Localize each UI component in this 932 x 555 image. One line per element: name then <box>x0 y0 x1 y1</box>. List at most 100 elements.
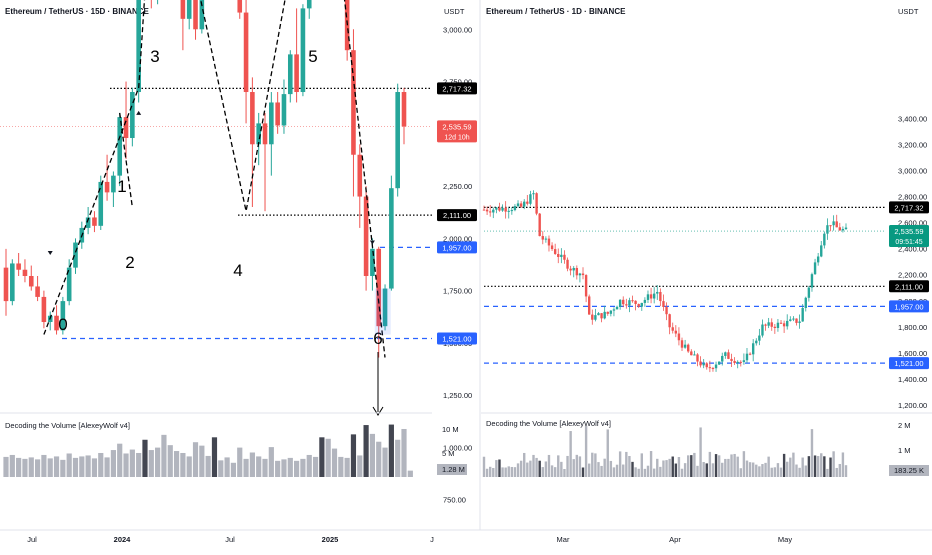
right-x-tick-label: Apr <box>669 535 681 544</box>
right-time-axis[interactable]: Mar Apr May <box>557 535 793 544</box>
left-candle-body <box>357 154 363 197</box>
right-volume-bar <box>841 452 845 477</box>
right-candle-body <box>516 203 520 207</box>
left-wave-annotations: 0 1 2 3 4 5 6 <box>43 0 391 416</box>
left-volume-bar <box>117 443 123 477</box>
right-candle-body <box>606 311 609 314</box>
left-volume-bar <box>155 447 161 477</box>
right-candle-body <box>510 210 514 212</box>
right-candle-body <box>708 367 712 369</box>
right-candle-body <box>578 273 582 276</box>
left-y-tick-label: 750.00 <box>443 496 466 505</box>
left-candle-body <box>382 288 388 327</box>
right-candle-body <box>724 352 727 356</box>
right-candle-body <box>776 322 780 329</box>
right-volume-bar <box>492 467 495 477</box>
right-candle-body <box>677 333 681 341</box>
right-candle-body <box>745 353 749 361</box>
right-volume-bar <box>646 465 650 477</box>
right-candle-body <box>804 297 807 309</box>
right-candle-body <box>733 360 736 364</box>
left-volume-bar <box>129 449 135 477</box>
right-volume-bar <box>634 467 637 477</box>
right-candle-body <box>693 354 696 356</box>
right-volume-bar <box>804 465 807 477</box>
wave-label-6: 6 <box>373 329 382 348</box>
left-volume-last-tag <box>437 464 467 475</box>
right-candle-body <box>755 340 758 344</box>
right-candle-body <box>640 302 643 307</box>
left-candle-body <box>243 12 249 93</box>
right-candle-body <box>547 238 551 246</box>
wave-zigzag <box>43 0 386 358</box>
left-volume-bar <box>407 470 413 477</box>
left-volume-label: Decoding the Volume [AlexeyWolf v4] <box>5 421 130 430</box>
left-candle-body <box>92 217 97 226</box>
bottom-zone-highlight <box>374 288 391 335</box>
right-volume-bar <box>553 467 557 477</box>
right-candle-body <box>637 304 640 307</box>
left-candle-body <box>250 92 255 145</box>
left-volume-bar <box>268 447 274 477</box>
right-candle-body <box>575 267 579 276</box>
right-volume-bar <box>758 466 761 477</box>
left-volume-bar <box>306 454 312 477</box>
left-volume-bar <box>319 437 325 477</box>
right-volume-bar <box>529 460 532 477</box>
left-chart-title[interactable]: Ethereum / TetherUS · 15D · BINANCE <box>5 7 150 16</box>
right-candle-body <box>504 207 507 212</box>
left-volume-bar <box>66 453 72 477</box>
left-volume-bar <box>325 438 331 477</box>
wave-label-1: 1 <box>117 177 126 196</box>
right-volume-bar <box>541 467 544 477</box>
right-candle-body <box>767 322 770 326</box>
wave-label-3: 3 <box>150 47 159 66</box>
wave-label-5: 5 <box>308 47 317 66</box>
left-volume-bar <box>395 439 401 477</box>
left-volume-bar <box>123 453 129 477</box>
right-volume-last-tag <box>889 465 929 476</box>
left-candle-body <box>370 248 375 277</box>
right-candle-body <box>690 351 693 356</box>
right-candle-body <box>680 340 684 348</box>
right-candle-body <box>687 344 690 352</box>
right-candle-body <box>584 275 588 297</box>
left-volume-bar <box>47 458 53 477</box>
right-candle-body <box>674 330 678 334</box>
right-volume-bar <box>733 453 736 477</box>
signal-marker <box>136 110 142 115</box>
left-volume-bar <box>180 452 186 477</box>
right-volume-bar <box>786 461 789 477</box>
left-volume-bar <box>9 454 15 477</box>
left-volume-bar <box>237 447 243 477</box>
right-candle-body <box>816 256 820 263</box>
right-current-price-tag <box>889 225 929 248</box>
left-volume-bars: 10 M 5 M 1.28 M <box>0 412 467 477</box>
right-candle-body <box>662 301 665 307</box>
right-volume-axis-label: 1 M <box>898 446 911 455</box>
right-volume-bar <box>566 455 569 477</box>
right-y-tick-label: 2,400.00 <box>898 245 927 254</box>
right-volume-last-label: 183.25 K <box>894 466 924 475</box>
left-candle-body <box>123 117 129 139</box>
left-price-tags: 4,093.923,744.832,717.322,111.001,957.00… <box>437 82 477 345</box>
signal-marker <box>369 240 375 245</box>
right-candle-body <box>705 363 708 368</box>
right-volume-bar <box>835 467 838 477</box>
right-candle-body <box>557 253 560 257</box>
right-volume-bar <box>823 456 826 477</box>
left-candle-body <box>180 0 186 19</box>
right-price-tags: 2,717.32 2,111.00 1,957.00 1,521.00 2,535.59… <box>889 201 929 370</box>
right-volume-bar <box>656 458 659 477</box>
left-volume-bar <box>294 460 300 477</box>
right-volume-bar <box>485 468 489 477</box>
right-chart-title[interactable]: Ethereum / TetherUS · 1D · BINANCE <box>486 7 626 16</box>
left-time-axis[interactable]: Jul 2024 Jul 2025 J <box>0 529 932 544</box>
left-volume-bar <box>41 454 47 477</box>
right-volume-bar <box>674 463 678 477</box>
right-candle-body <box>615 306 619 310</box>
right-volume-bar <box>739 468 743 477</box>
right-candle-body <box>721 355 724 362</box>
right-volume-bar <box>813 455 817 477</box>
left-volume-bar <box>224 457 230 477</box>
